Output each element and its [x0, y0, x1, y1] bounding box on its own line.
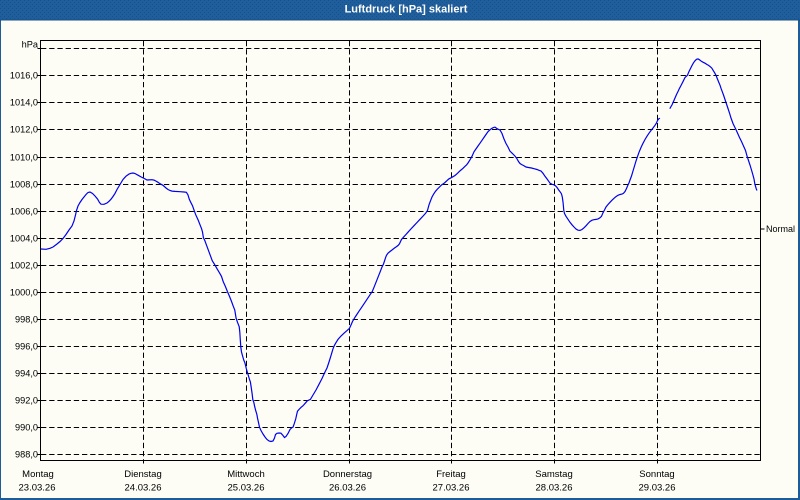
svg-text:996,0: 996,0 — [15, 342, 38, 352]
svg-text:1012,0: 1012,0 — [10, 125, 38, 135]
svg-text:24.03.26: 24.03.26 — [125, 483, 162, 494]
svg-text:998,0: 998,0 — [15, 315, 38, 325]
svg-text:25.03.26: 25.03.26 — [228, 483, 265, 494]
svg-text:1000,0: 1000,0 — [10, 288, 38, 298]
svg-text:Normal: Normal — [766, 224, 795, 234]
svg-text:Samstag: Samstag — [535, 469, 573, 480]
svg-text:hPa: hPa — [22, 40, 39, 50]
svg-text:Luftdruck [hPa] skaliert: Luftdruck [hPa] skaliert — [345, 4, 468, 16]
svg-text:27.03.26: 27.03.26 — [433, 483, 470, 494]
svg-text:Sonntag: Sonntag — [639, 469, 674, 480]
svg-text:990,0: 990,0 — [15, 423, 38, 433]
svg-text:Dienstag: Dienstag — [124, 469, 162, 480]
svg-text:1010,0: 1010,0 — [10, 153, 38, 163]
svg-text:988,0: 988,0 — [15, 450, 38, 460]
svg-text:26.03.26: 26.03.26 — [329, 483, 366, 494]
svg-text:23.03.26: 23.03.26 — [19, 483, 56, 494]
svg-text:1014,0: 1014,0 — [10, 98, 38, 108]
svg-text:994,0: 994,0 — [15, 369, 38, 379]
svg-text:Montag: Montag — [22, 469, 54, 480]
svg-text:1002,0: 1002,0 — [10, 261, 38, 271]
svg-text:Freitag: Freitag — [436, 469, 466, 480]
svg-text:992,0: 992,0 — [15, 396, 38, 406]
svg-text:Mittwoch: Mittwoch — [227, 469, 264, 480]
svg-text:29.03.26: 29.03.26 — [639, 483, 676, 494]
svg-text:1006,0: 1006,0 — [10, 207, 38, 217]
svg-text:1008,0: 1008,0 — [10, 180, 38, 190]
svg-text:Donnerstag: Donnerstag — [323, 469, 372, 480]
svg-text:1016,0: 1016,0 — [10, 71, 38, 81]
svg-text:28.03.26: 28.03.26 — [536, 483, 573, 494]
svg-text:1004,0: 1004,0 — [10, 234, 38, 244]
